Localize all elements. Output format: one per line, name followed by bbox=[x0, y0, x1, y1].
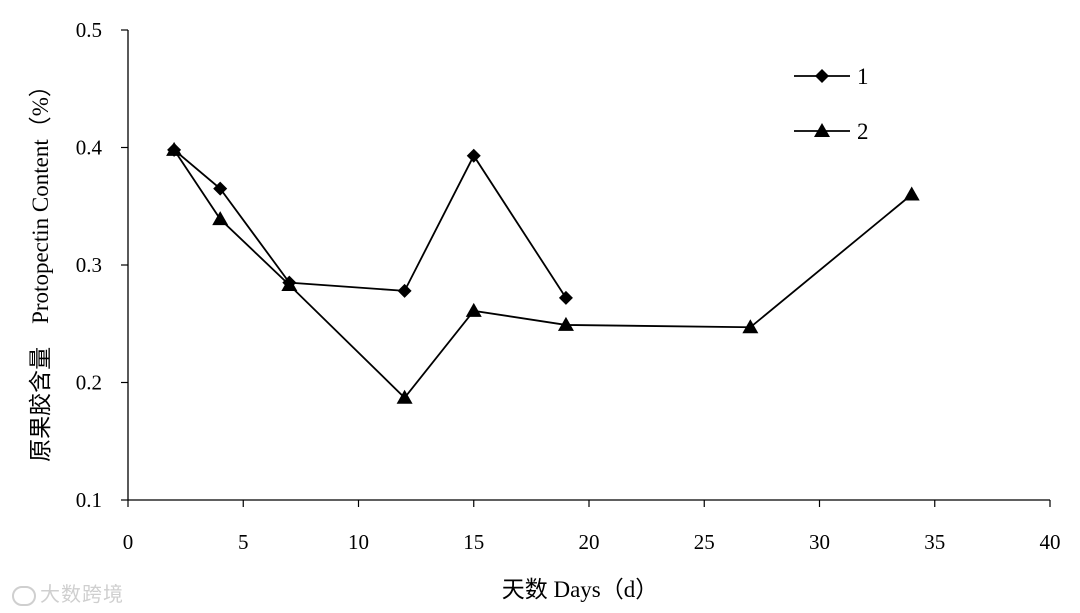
y-axis-title: 原果胶含量 Protopectin Content（%） bbox=[28, 74, 53, 462]
axes bbox=[127, 30, 1050, 501]
legend-marker bbox=[815, 69, 829, 83]
y-tick-label: 0.4 bbox=[76, 136, 103, 160]
watermark-text: 大数跨境 bbox=[40, 582, 124, 606]
series-2-point bbox=[281, 276, 298, 291]
x-tick-label: 25 bbox=[694, 530, 715, 554]
x-axis-ticks: 0 5 10 15 20 25 30 35 40 bbox=[123, 500, 1061, 554]
series-layer bbox=[166, 141, 920, 404]
x-tick-label: 20 bbox=[579, 530, 600, 554]
watermark: 大数跨境 bbox=[12, 578, 124, 607]
legend-label: 2 bbox=[857, 119, 869, 144]
watermark-logo-icon bbox=[12, 585, 36, 606]
series-1-point bbox=[397, 283, 412, 298]
legend: 12 bbox=[794, 64, 869, 144]
legend-label: 1 bbox=[857, 64, 869, 89]
y-tick-label: 0.3 bbox=[76, 253, 102, 277]
x-tick-label: 0 bbox=[123, 530, 134, 554]
series-2-point bbox=[212, 211, 229, 226]
legend-marker bbox=[814, 123, 830, 137]
series-1-point bbox=[213, 181, 228, 196]
x-tick-label: 15 bbox=[463, 530, 484, 554]
x-tick-label: 40 bbox=[1040, 530, 1061, 554]
series-1-point bbox=[466, 148, 481, 163]
legend-item-2: 2 bbox=[794, 119, 869, 144]
series-2-point bbox=[742, 319, 759, 334]
legend-item-1: 1 bbox=[794, 64, 869, 89]
series-2-point bbox=[465, 302, 482, 317]
x-tick-label: 35 bbox=[924, 530, 945, 554]
series-2-point bbox=[557, 316, 574, 331]
series-2-point bbox=[903, 186, 920, 201]
x-tick-label: 30 bbox=[809, 530, 830, 554]
series-1-line bbox=[173, 149, 567, 299]
series-2-point bbox=[166, 141, 183, 156]
y-tick-label: 0.5 bbox=[76, 18, 102, 42]
series-2-line bbox=[173, 149, 913, 400]
y-tick-label: 0.1 bbox=[76, 488, 102, 512]
y-tick-label: 0.2 bbox=[76, 371, 102, 395]
x-tick-label: 10 bbox=[348, 530, 369, 554]
series-2-point bbox=[396, 389, 413, 404]
x-tick-label: 5 bbox=[238, 530, 249, 554]
series-1 bbox=[167, 142, 573, 305]
series-1-point bbox=[558, 290, 573, 305]
y-axis-ticks: 0.1 0.2 0.3 0.4 0.5 bbox=[76, 18, 128, 512]
series-2 bbox=[166, 141, 920, 404]
x-axis-title: 天数 Days（d） bbox=[502, 577, 659, 602]
